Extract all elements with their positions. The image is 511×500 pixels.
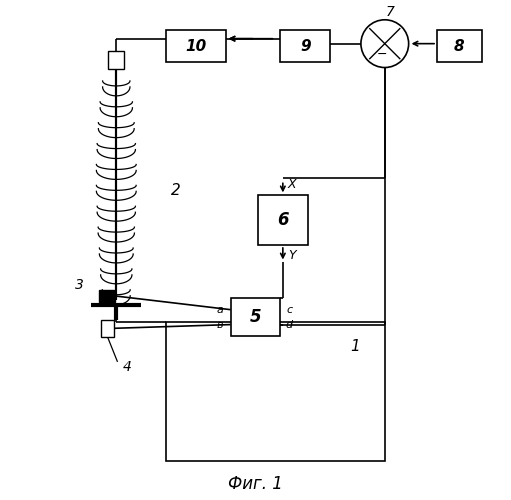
Text: Фиг. 1: Фиг. 1 xyxy=(228,474,283,492)
Bar xyxy=(166,30,226,62)
Bar xyxy=(281,30,330,62)
Text: 2: 2 xyxy=(171,183,181,198)
Text: 5: 5 xyxy=(250,308,261,326)
Text: 7: 7 xyxy=(385,6,394,20)
Bar xyxy=(99,290,115,302)
Text: 9: 9 xyxy=(300,38,311,54)
Text: d: d xyxy=(286,320,293,330)
Bar xyxy=(101,320,114,337)
Text: a: a xyxy=(216,304,223,314)
Text: 10: 10 xyxy=(185,38,206,54)
Bar xyxy=(437,30,482,62)
Text: Y: Y xyxy=(288,250,295,262)
Text: c: c xyxy=(286,304,292,314)
Text: X: X xyxy=(288,178,296,191)
Text: 1: 1 xyxy=(350,340,360,354)
Bar xyxy=(108,51,124,68)
Text: 4: 4 xyxy=(123,360,132,374)
Circle shape xyxy=(361,20,409,68)
Bar xyxy=(258,196,308,245)
Text: −: − xyxy=(377,48,387,61)
Text: 6: 6 xyxy=(277,211,289,229)
Text: 3: 3 xyxy=(75,278,83,292)
Text: в: в xyxy=(217,320,223,330)
Text: 8: 8 xyxy=(454,38,464,54)
Bar xyxy=(230,298,281,336)
Bar xyxy=(166,322,385,462)
